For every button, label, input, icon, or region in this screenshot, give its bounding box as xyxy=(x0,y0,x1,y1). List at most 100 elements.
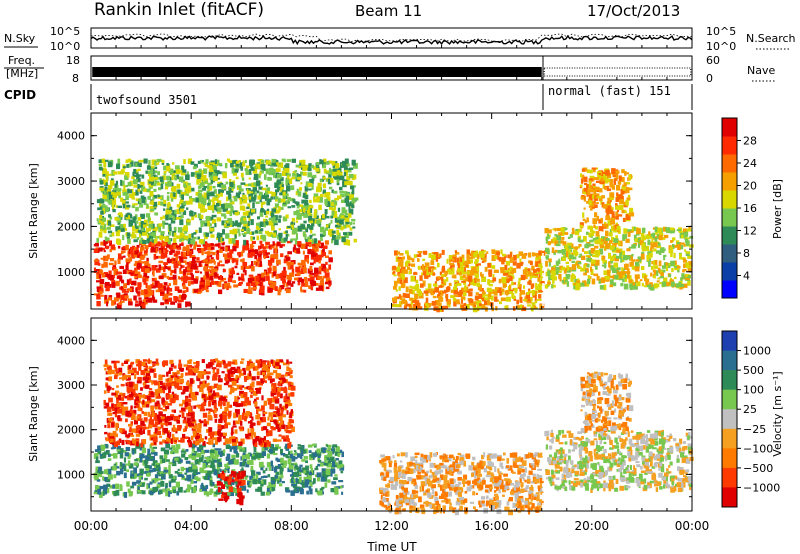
heatmap-cell xyxy=(283,237,288,242)
heatmap-cell xyxy=(248,453,252,457)
heatmap-cell xyxy=(181,453,186,458)
heatmap-cell xyxy=(144,222,147,226)
heatmap-cell xyxy=(350,185,355,190)
heatmap-cell xyxy=(466,271,470,275)
heatmap-cell xyxy=(259,170,264,174)
heatmap-cell xyxy=(204,234,208,240)
heatmap-cell xyxy=(192,166,197,170)
heatmap-cell xyxy=(584,182,588,186)
heatmap-cell xyxy=(134,250,139,255)
heatmap-cell xyxy=(583,272,587,276)
heatmap-cell xyxy=(189,211,194,217)
heatmap-cell xyxy=(97,469,100,476)
heatmap-cell xyxy=(106,189,112,194)
heatmap-cell xyxy=(93,248,98,253)
heatmap-cell xyxy=(134,267,137,271)
heatmap-cell xyxy=(562,241,567,246)
heatmap-cell xyxy=(242,220,247,224)
heatmap-cell xyxy=(143,459,149,464)
heatmap-cell xyxy=(133,174,138,178)
heatmap-cell xyxy=(143,250,148,254)
heatmap-cell xyxy=(313,212,317,219)
heatmap-cell xyxy=(261,187,267,191)
heatmap-cell xyxy=(305,164,309,171)
heatmap-cell xyxy=(242,244,248,249)
heatmap-cell xyxy=(271,281,277,286)
heatmap-cell xyxy=(443,305,449,310)
heatmap-cell xyxy=(504,272,509,276)
heatmap-cell xyxy=(180,252,184,257)
heatmap-cell xyxy=(171,257,174,263)
heatmap-cell xyxy=(257,216,260,220)
heatmap-cell xyxy=(309,234,313,238)
heatmap-cell xyxy=(179,200,184,204)
heatmap-cell xyxy=(592,254,596,258)
heatmap-cell xyxy=(239,222,242,226)
heatmap-cell xyxy=(123,491,128,498)
heatmap-cell xyxy=(524,296,530,302)
heatmap-cell xyxy=(199,260,204,264)
heatmap-cell xyxy=(333,210,336,217)
heatmap-cell xyxy=(583,191,586,194)
heatmap-cell xyxy=(181,194,184,200)
heatmap-cell xyxy=(540,281,545,284)
heatmap-cell xyxy=(296,241,302,246)
heatmap-cell xyxy=(97,488,102,495)
heatmap-cell xyxy=(104,159,109,162)
heatmap-cell xyxy=(115,271,121,275)
heatmap-cell xyxy=(555,271,559,275)
heatmap-cell xyxy=(481,276,487,282)
heatmap-cell xyxy=(301,282,306,287)
heatmap-cell xyxy=(138,285,142,290)
heatmap-cell xyxy=(108,199,113,205)
heatmap-cell xyxy=(284,465,287,469)
heatmap-cell xyxy=(161,159,165,163)
heatmap-cell xyxy=(256,190,260,194)
heatmap-cell xyxy=(605,207,610,213)
heatmap-cell xyxy=(152,227,157,233)
heatmap-cell xyxy=(584,187,589,194)
heatmap-cell xyxy=(217,464,223,467)
heatmap-cell xyxy=(406,252,409,256)
heatmap-cell xyxy=(326,444,329,447)
heatmap-cell xyxy=(601,236,605,240)
heatmap-cell xyxy=(301,259,306,266)
heatmap-cell xyxy=(209,470,213,474)
heatmap-cell xyxy=(201,250,204,256)
heatmap-cell xyxy=(538,272,541,279)
heatmap-cell xyxy=(100,247,106,251)
heatmap-cell xyxy=(99,198,105,204)
heatmap-cell xyxy=(270,234,273,237)
heatmap-cell xyxy=(243,239,247,246)
heatmap-cell xyxy=(195,172,201,175)
heatmap-cell xyxy=(199,489,202,492)
heatmap-cell xyxy=(99,284,104,291)
heatmap-cell xyxy=(606,270,610,276)
heatmap-cell xyxy=(225,456,230,460)
heatmap-cell xyxy=(179,277,183,280)
heatmap-cell xyxy=(422,269,427,276)
heatmap-cell xyxy=(93,267,96,273)
heatmap-cell xyxy=(197,189,203,193)
heatmap-cell xyxy=(235,260,239,266)
heatmap-cell xyxy=(580,196,584,200)
heatmap-cell xyxy=(293,488,297,492)
heatmap-cell xyxy=(303,455,308,460)
heatmap-cell xyxy=(118,302,123,305)
heatmap-cell xyxy=(320,476,326,482)
heatmap-cell xyxy=(191,187,195,192)
heatmap-cell xyxy=(282,405,287,411)
heatmap-cell xyxy=(580,184,583,188)
heatmap-cell xyxy=(237,252,241,256)
heatmap-cell xyxy=(323,266,327,273)
heatmap-cell xyxy=(296,204,300,209)
heatmap-cell xyxy=(294,464,298,469)
heatmap-cell xyxy=(308,274,313,277)
power-heatmap xyxy=(93,113,694,313)
heatmap-cell xyxy=(454,294,459,298)
heatmap-cell xyxy=(141,197,146,204)
heatmap-cell xyxy=(636,281,641,287)
heatmap-cell xyxy=(221,241,225,246)
heatmap-cell xyxy=(137,254,141,258)
heatmap-cell xyxy=(202,199,207,206)
